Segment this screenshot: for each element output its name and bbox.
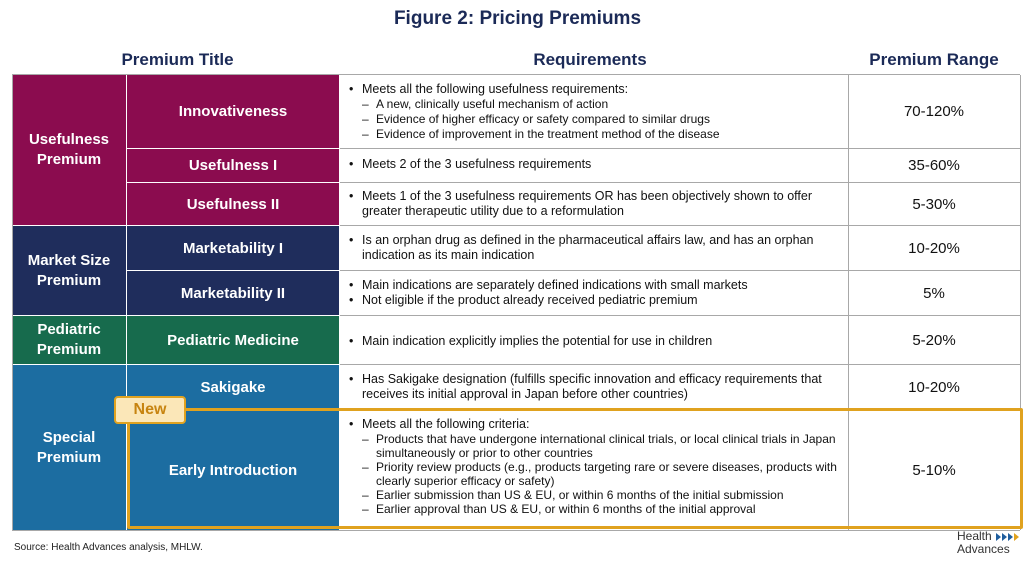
row-divider	[340, 148, 1020, 149]
premium-title-usefulness-ii: Usefulness II	[127, 183, 339, 225]
requirement-sub-item: Earlier submission than US & EU, or with…	[348, 488, 840, 502]
requirements-usefulness-ii: Meets 1 of the 3 usefulness requirements…	[340, 184, 848, 226]
new-highlight-frame	[127, 408, 1023, 529]
new-badge: New	[114, 396, 186, 424]
requirement-sub-item: Earlier approval than US & EU, or within…	[348, 502, 840, 516]
requirements-innovativeness: Meets all the following usefulness requi…	[340, 77, 848, 149]
premium-title-innovativeness: Innovativeness	[127, 75, 339, 148]
category-label: Market Size Premium	[27, 251, 111, 289]
logo-text-line2: Advances	[957, 542, 1010, 556]
category-label: Special Premium	[36, 428, 102, 466]
range-value: 35-60%	[908, 157, 960, 174]
premium-title-label: Marketability I	[182, 239, 284, 257]
requirements-sakigake: Has Sakigake designation (fulfills speci…	[340, 367, 848, 411]
column-header-premium-range: Premium Range	[869, 50, 999, 69]
category-pediatric-premium: Pediatric Premium	[12, 316, 126, 364]
range-value: 10-20%	[908, 379, 960, 396]
requirement-sub-item: Evidence of higher efficacy or safety co…	[348, 112, 840, 127]
premium-title-early-introduction: Early Introduction	[127, 411, 339, 530]
premium-title-label: Usefulness II	[186, 195, 280, 213]
logo-chevrons-icon	[995, 532, 1019, 541]
requirement-sub-item: Priority review products (e.g., products…	[348, 460, 840, 488]
category-special-premium: Special Premium	[12, 365, 126, 530]
range-value: 5-10%	[912, 462, 956, 479]
range-marketability-i: 10-20%	[848, 226, 1020, 270]
table-left-rule	[12, 75, 13, 530]
requirement-bullet: Not eligible if the product already rece…	[349, 293, 840, 308]
logo-text-line1: Health	[957, 529, 992, 543]
category-label: Usefulness Premium	[28, 131, 110, 168]
premium-title-label: Early Introduction	[168, 462, 298, 479]
range-pediatric-medicine: 5-20%	[848, 316, 1020, 364]
health-advances-logo: Health Advances	[957, 530, 1027, 558]
row-divider	[340, 315, 1020, 316]
requirements-usefulness-i: Meets 2 of the 3 usefulness requirements	[340, 151, 848, 183]
page-title: Figure 2: Pricing Premiums	[393, 8, 642, 29]
requirement-bullet: Main indications are separately defined …	[349, 278, 840, 293]
premium-title-label: Marketability II	[180, 284, 286, 302]
category-label: Pediatric Premium	[36, 321, 102, 358]
premium-title-marketability-ii: Marketability II	[127, 271, 339, 315]
requirement-bullet: Main indication explicitly implies the p…	[349, 334, 840, 349]
range-value: 70-120%	[903, 103, 965, 120]
table-top-rule	[12, 74, 1020, 75]
requirement-bullet: Is an orphan drug as defined in the phar…	[349, 233, 840, 263]
premium-title-label: Pediatric Medicine	[167, 331, 299, 349]
column-header-requirements: Requirements	[533, 50, 647, 69]
premium-title-marketability-i: Marketability I	[127, 226, 339, 270]
range-value: 10-20%	[908, 239, 960, 257]
table-bottom-rule	[12, 530, 1020, 531]
range-marketability-ii: 5%	[848, 271, 1020, 315]
requirement-sub-item: A new, clinically useful mechanism of ac…	[348, 97, 840, 112]
row-divider	[340, 182, 1020, 183]
requirements-early-introduction: Meets all the following criteria: Produc…	[340, 413, 848, 529]
category-usefulness-premium: Usefulness Premium	[12, 75, 126, 225]
premium-title-label: Innovativeness	[178, 103, 288, 120]
premium-title-label: Usefulness I	[188, 157, 278, 174]
premium-title-pediatric-medicine: Pediatric Medicine	[127, 316, 339, 364]
requirement-bullet: Meets all the following usefulness requi…	[349, 82, 840, 97]
column-header-premium-title: Premium Title	[121, 50, 234, 69]
row-divider	[340, 225, 1020, 226]
range-usefulness-ii: 5-30%	[848, 183, 1020, 225]
requirement-bullet: Meets 2 of the 3 usefulness requirements	[349, 157, 840, 172]
range-innovativeness: 70-120%	[848, 75, 1020, 148]
row-divider	[340, 364, 1020, 365]
category-market-size-premium: Market Size Premium	[12, 226, 126, 315]
range-value: 5-30%	[912, 195, 956, 213]
requirements-marketability-i: Is an orphan drug as defined in the phar…	[340, 228, 848, 272]
range-value: 5-20%	[912, 331, 956, 349]
table-right-rule	[1020, 75, 1021, 530]
premium-title-usefulness-i: Usefulness I	[127, 149, 339, 182]
requirements-marketability-ii: Main indications are separately defined …	[340, 273, 848, 317]
range-value: 5%	[923, 284, 945, 302]
requirement-bullet: Meets all the following criteria:	[349, 417, 840, 432]
requirement-sub-item: Products that have undergone internation…	[348, 432, 840, 460]
range-sakigake: 10-20%	[848, 365, 1020, 410]
range-early-introduction: 5-10%	[848, 411, 1020, 530]
requirement-sub-item: Evidence of improvement in the treatment…	[348, 127, 840, 142]
row-divider	[340, 270, 1020, 271]
range-usefulness-i: 35-60%	[848, 149, 1020, 182]
requirement-bullet: Meets 1 of the 3 usefulness requirements…	[349, 189, 840, 219]
range-column-rule	[848, 75, 849, 530]
source-note: Source: Health Advances analysis, MHLW.	[14, 542, 203, 553]
requirements-pediatric-medicine: Main indication explicitly implies the p…	[340, 329, 848, 359]
premium-title-label: Sakigake	[200, 379, 266, 396]
requirement-bullet: Has Sakigake designation (fulfills speci…	[349, 372, 840, 402]
